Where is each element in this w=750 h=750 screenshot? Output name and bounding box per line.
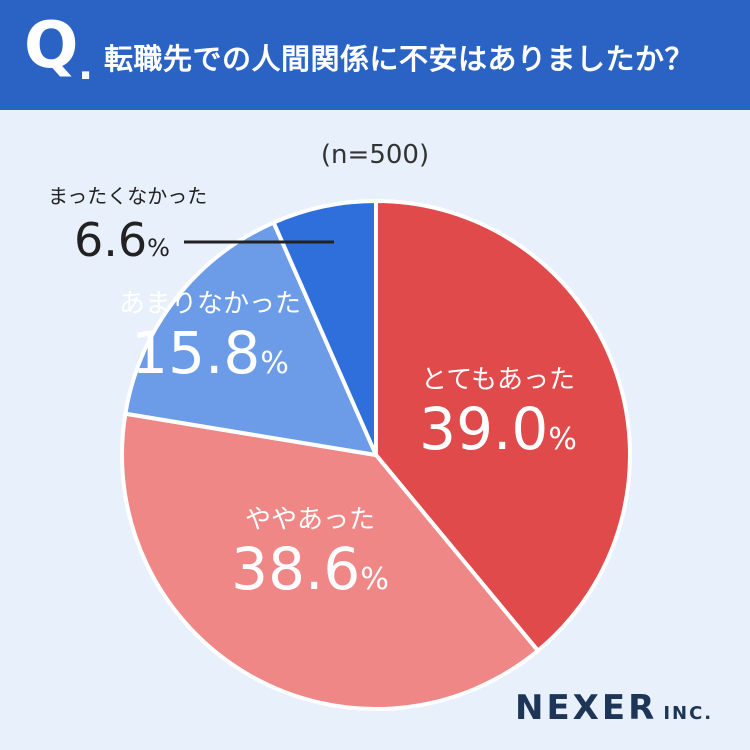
- category-label: あまりなかった: [119, 289, 301, 319]
- q-mark: Q: [24, 9, 79, 83]
- category-label: まったくなかった: [48, 184, 207, 208]
- value-label: 15.8%: [131, 319, 289, 387]
- q-dot: .: [78, 43, 94, 89]
- slice-not-at-all: [271, 199, 378, 457]
- question-title: 転職先での人間関係に不安はありましたか？: [104, 42, 695, 76]
- slice-very-much: [374, 199, 632, 653]
- slice-not-much: [123, 220, 378, 457]
- category-label: とてもあった: [421, 365, 575, 395]
- value-label: 6.6%: [74, 213, 170, 267]
- value-label: 38.6%: [231, 535, 389, 603]
- nexer-logo: NEXER INC.: [515, 688, 713, 728]
- sample-size: (n=500): [320, 140, 430, 170]
- slice-somewhat: [120, 411, 540, 711]
- logo-main-text: NEXER: [515, 688, 658, 728]
- question-header: Q . 転職先での人間関係に不安はありましたか？: [0, 0, 750, 110]
- slice-not-at-all-label: まったくなかった 6.6%: [48, 184, 334, 267]
- value-label: 39.0%: [419, 395, 577, 463]
- category-label: ややあった: [245, 505, 375, 535]
- logo-sub-text: INC.: [663, 703, 714, 724]
